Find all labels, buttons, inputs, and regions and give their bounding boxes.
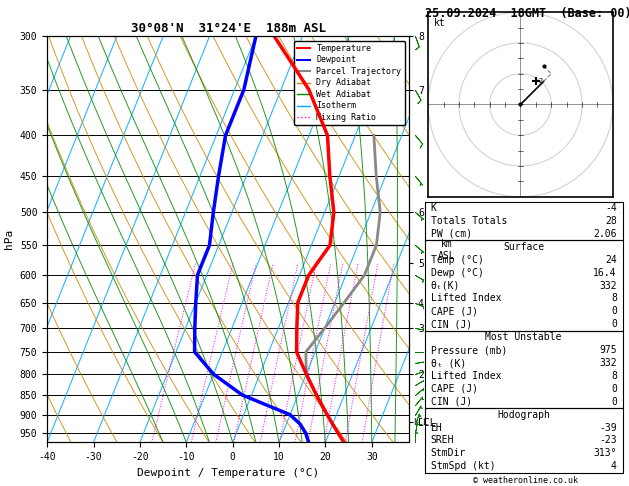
- Text: 0: 0: [611, 306, 617, 316]
- Text: 4: 4: [611, 461, 617, 471]
- Text: Lifted Index: Lifted Index: [430, 294, 501, 303]
- Text: 10: 10: [291, 442, 299, 448]
- X-axis label: Dewpoint / Temperature (°C): Dewpoint / Temperature (°C): [137, 468, 319, 478]
- Text: -4: -4: [605, 203, 617, 213]
- Text: 16.4: 16.4: [593, 268, 617, 278]
- Text: -23: -23: [599, 435, 617, 446]
- Text: Surface: Surface: [503, 242, 544, 252]
- Text: © weatheronline.co.uk: © weatheronline.co.uk: [473, 476, 577, 485]
- Text: kt: kt: [434, 17, 445, 28]
- Text: StmDir: StmDir: [430, 449, 465, 458]
- Text: 2.06: 2.06: [593, 229, 617, 239]
- Text: Lifted Index: Lifted Index: [430, 371, 501, 381]
- Text: Hodograph: Hodograph: [497, 410, 550, 420]
- Text: 24: 24: [605, 255, 617, 265]
- Text: 1: 1: [150, 442, 154, 448]
- Text: K: K: [430, 203, 437, 213]
- Text: 12: 12: [304, 442, 312, 448]
- Text: 0: 0: [611, 319, 617, 330]
- Text: 28: 28: [605, 216, 617, 226]
- Text: 8: 8: [611, 371, 617, 381]
- Text: 8: 8: [611, 294, 617, 303]
- Text: StmSpd (kt): StmSpd (kt): [430, 461, 495, 471]
- Text: 0: 0: [611, 397, 617, 407]
- Text: Temp (°C): Temp (°C): [430, 255, 484, 265]
- Text: 3: 3: [214, 442, 218, 448]
- Text: 4: 4: [231, 442, 236, 448]
- Legend: Temperature, Dewpoint, Parcel Trajectory, Dry Adiabat, Wet Adiabat, Isotherm, Mi: Temperature, Dewpoint, Parcel Trajectory…: [294, 41, 404, 125]
- Y-axis label: hPa: hPa: [4, 229, 14, 249]
- Text: 332: 332: [599, 358, 617, 368]
- Text: Totals Totals: Totals Totals: [430, 216, 507, 226]
- Title: 30°08'N  31°24'E  188m ASL: 30°08'N 31°24'E 188m ASL: [130, 22, 326, 35]
- Text: 8: 8: [277, 442, 282, 448]
- Text: θₜ(K): θₜ(K): [430, 280, 460, 291]
- Text: LCL: LCL: [413, 418, 428, 427]
- Text: 313°: 313°: [593, 449, 617, 458]
- Text: PW (cm): PW (cm): [430, 229, 472, 239]
- Text: EH: EH: [430, 423, 442, 433]
- Text: CIN (J): CIN (J): [430, 397, 472, 407]
- Text: CAPE (J): CAPE (J): [430, 384, 477, 394]
- Text: CIN (J): CIN (J): [430, 319, 472, 330]
- Text: 25: 25: [358, 442, 367, 448]
- Text: 20: 20: [341, 442, 350, 448]
- Text: 6: 6: [258, 442, 262, 448]
- Text: 15: 15: [320, 442, 328, 448]
- Text: 2: 2: [189, 442, 194, 448]
- Text: 0: 0: [611, 384, 617, 394]
- Y-axis label: km
ASL: km ASL: [438, 240, 455, 261]
- Text: 25.09.2024  18GMT  (Base: 00): 25.09.2024 18GMT (Base: 00): [425, 7, 629, 20]
- Text: SREH: SREH: [430, 435, 454, 446]
- Text: Dewp (°C): Dewp (°C): [430, 268, 484, 278]
- Text: -39: -39: [599, 423, 617, 433]
- Text: CAPE (J): CAPE (J): [430, 306, 477, 316]
- Text: 975: 975: [599, 345, 617, 355]
- Text: θₜ (K): θₜ (K): [430, 358, 465, 368]
- Text: 332: 332: [599, 280, 617, 291]
- Text: Most Unstable: Most Unstable: [486, 332, 562, 342]
- Text: Pressure (mb): Pressure (mb): [430, 345, 507, 355]
- Text: 2: 2: [538, 78, 542, 85]
